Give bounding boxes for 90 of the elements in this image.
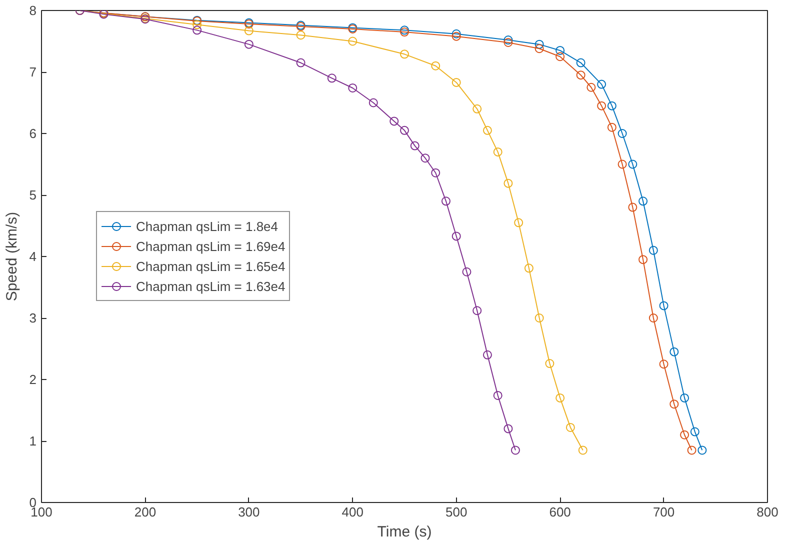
point: [244, 40, 254, 49]
point: [400, 126, 409, 135]
point: [510, 446, 520, 455]
x-tick-label: 200: [134, 504, 156, 520]
point: [628, 160, 638, 169]
x-tick-label: 700: [652, 504, 675, 520]
point: [690, 427, 700, 436]
point: [296, 58, 306, 68]
point: [327, 74, 336, 83]
point: [452, 78, 461, 87]
y-tick-label: 6: [29, 126, 37, 141]
point: [576, 70, 586, 80]
y-tick-label: 8: [29, 3, 37, 18]
point: [659, 360, 668, 369]
y-tick-label: 2: [29, 372, 37, 387]
point: [493, 391, 502, 400]
point: [670, 400, 679, 409]
point: [420, 154, 430, 163]
point: [680, 430, 690, 440]
legend-label: Chapman qsLim = 1.63e4: [136, 278, 286, 294]
point: [452, 32, 461, 41]
point: [504, 38, 513, 47]
point: [556, 393, 565, 402]
point: [638, 196, 648, 206]
point: [566, 422, 575, 432]
point: [545, 359, 554, 368]
point: [534, 314, 544, 322]
point: [680, 393, 690, 402]
point: [586, 82, 596, 92]
point: [472, 104, 482, 114]
point: [504, 36, 513, 45]
point: [618, 129, 627, 138]
legend-label: Chapman qsLim = 1.69e4: [136, 238, 286, 254]
point: [534, 40, 544, 49]
point: [576, 58, 586, 68]
point: [597, 80, 606, 89]
x-tick-label: 800: [756, 504, 778, 520]
point: [648, 246, 658, 255]
y-tick-label: 1: [29, 434, 37, 448]
y-tick-label: 4: [29, 249, 37, 264]
point: [482, 126, 492, 135]
point: [597, 101, 606, 110]
y-tick-label: 7: [29, 64, 37, 80]
point: [687, 446, 696, 455]
point: [556, 52, 565, 62]
point: [607, 122, 616, 132]
point: [348, 84, 358, 92]
x-axis-title: Time (s): [377, 524, 432, 540]
point: [618, 160, 627, 169]
point: [431, 61, 440, 70]
point: [659, 301, 668, 310]
point: [368, 98, 378, 108]
point: [400, 50, 409, 59]
point: [628, 202, 638, 212]
x-tick-label: 500: [446, 504, 468, 520]
point: [556, 46, 565, 55]
point: [390, 116, 399, 126]
point: [504, 424, 513, 434]
point: [524, 264, 534, 273]
point: [296, 30, 306, 40]
point: [192, 26, 202, 35]
x-tick-label: 600: [549, 504, 571, 520]
point: [472, 306, 482, 316]
x-tick-label: 300: [238, 504, 260, 520]
point: [670, 347, 679, 356]
y-axis-title: Speed (km/s): [3, 212, 20, 302]
point: [638, 255, 648, 264]
point: [482, 350, 492, 360]
point: [493, 147, 502, 156]
point: [192, 20, 202, 30]
y-tick-label: 3: [29, 310, 37, 326]
point: [504, 178, 513, 188]
point: [441, 196, 450, 206]
legend-label: Chapman qsLim = 1.8e4: [136, 218, 278, 234]
point: [244, 26, 254, 36]
point: [607, 101, 616, 110]
point: [648, 314, 658, 322]
point: [578, 446, 588, 455]
legend-label: Chapman qsLim = 1.65e4: [136, 258, 286, 274]
x-tick-label: 400: [342, 504, 364, 520]
point: [452, 232, 461, 241]
point: [452, 29, 461, 38]
point: [431, 168, 440, 178]
point: [462, 267, 472, 276]
point: [410, 141, 420, 150]
point: [348, 36, 358, 46]
point: [698, 446, 707, 455]
point: [534, 44, 544, 54]
point: [514, 218, 524, 228]
y-tick-label: 5: [29, 188, 37, 202]
